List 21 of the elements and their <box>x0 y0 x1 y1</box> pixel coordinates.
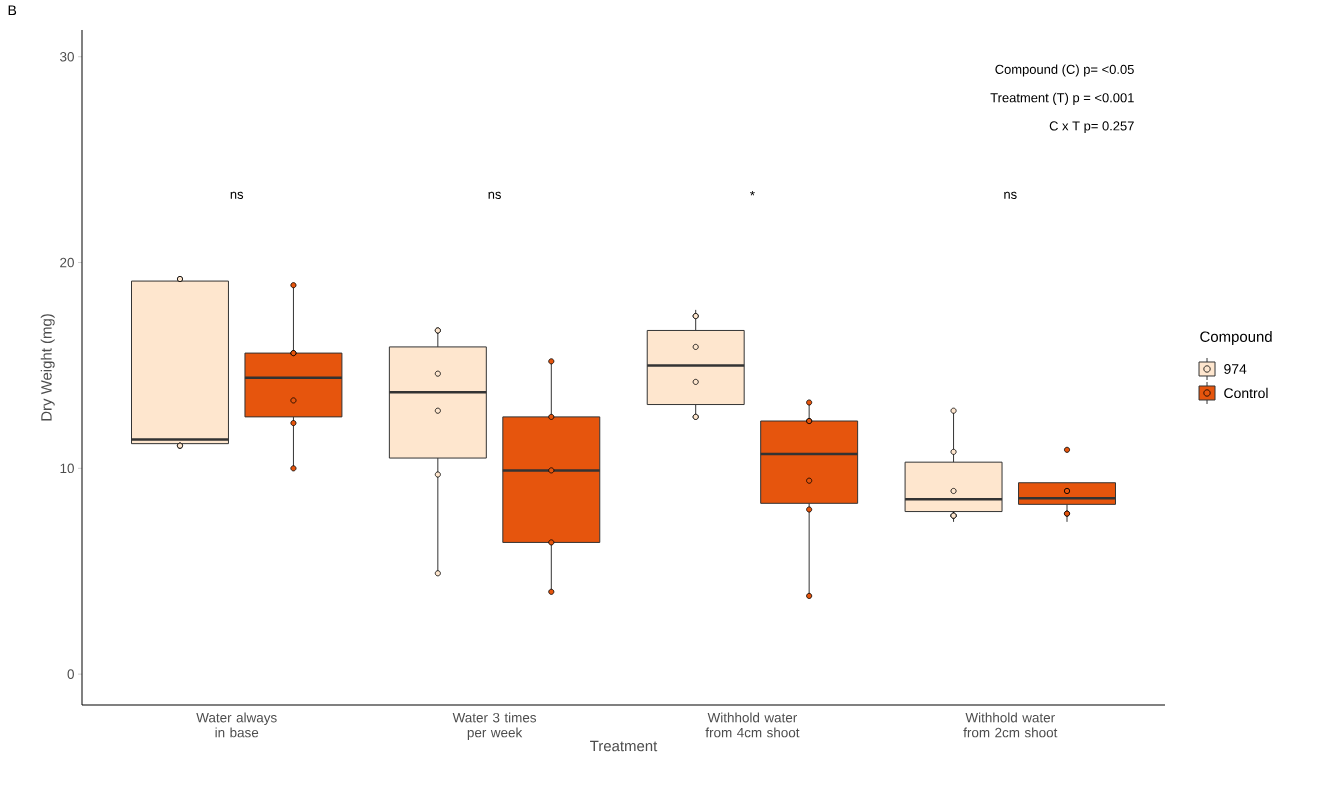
x-tick-label: Water 3 times per week <box>452 712 537 741</box>
annotation: ns <box>230 191 244 199</box>
annotation: ns <box>488 191 501 199</box>
y-tick-label: 10 <box>60 463 74 474</box>
x-tick-label: Water always in base <box>196 712 277 738</box>
annotation: Compound (C) p= <0.05 <box>995 64 1134 77</box>
annotation: Treatment (T) p = <0.001 <box>990 92 1134 105</box>
y-tick-label: 0 <box>67 669 74 679</box>
x-tick-label: Withhold water from 2cm shoot <box>963 712 1058 738</box>
annotation: * <box>750 190 755 196</box>
legend-label: 974 <box>1224 364 1247 374</box>
x-axis-title: Treatment <box>590 740 658 752</box>
y-tick-label: 20 <box>60 257 74 268</box>
legend-label: Control <box>1224 387 1268 399</box>
y-axis-title: Dry Weight (mg) <box>40 314 55 421</box>
chart-title: B <box>8 5 17 16</box>
x-tick-label: Withhold water from 4cm shoot <box>705 712 800 738</box>
y-tick-label: 30 <box>60 51 74 62</box>
legend-title: Compound <box>1200 331 1272 345</box>
annotation: ns <box>1004 191 1017 199</box>
annotation: C x T p= 0.257 <box>1049 121 1134 134</box>
